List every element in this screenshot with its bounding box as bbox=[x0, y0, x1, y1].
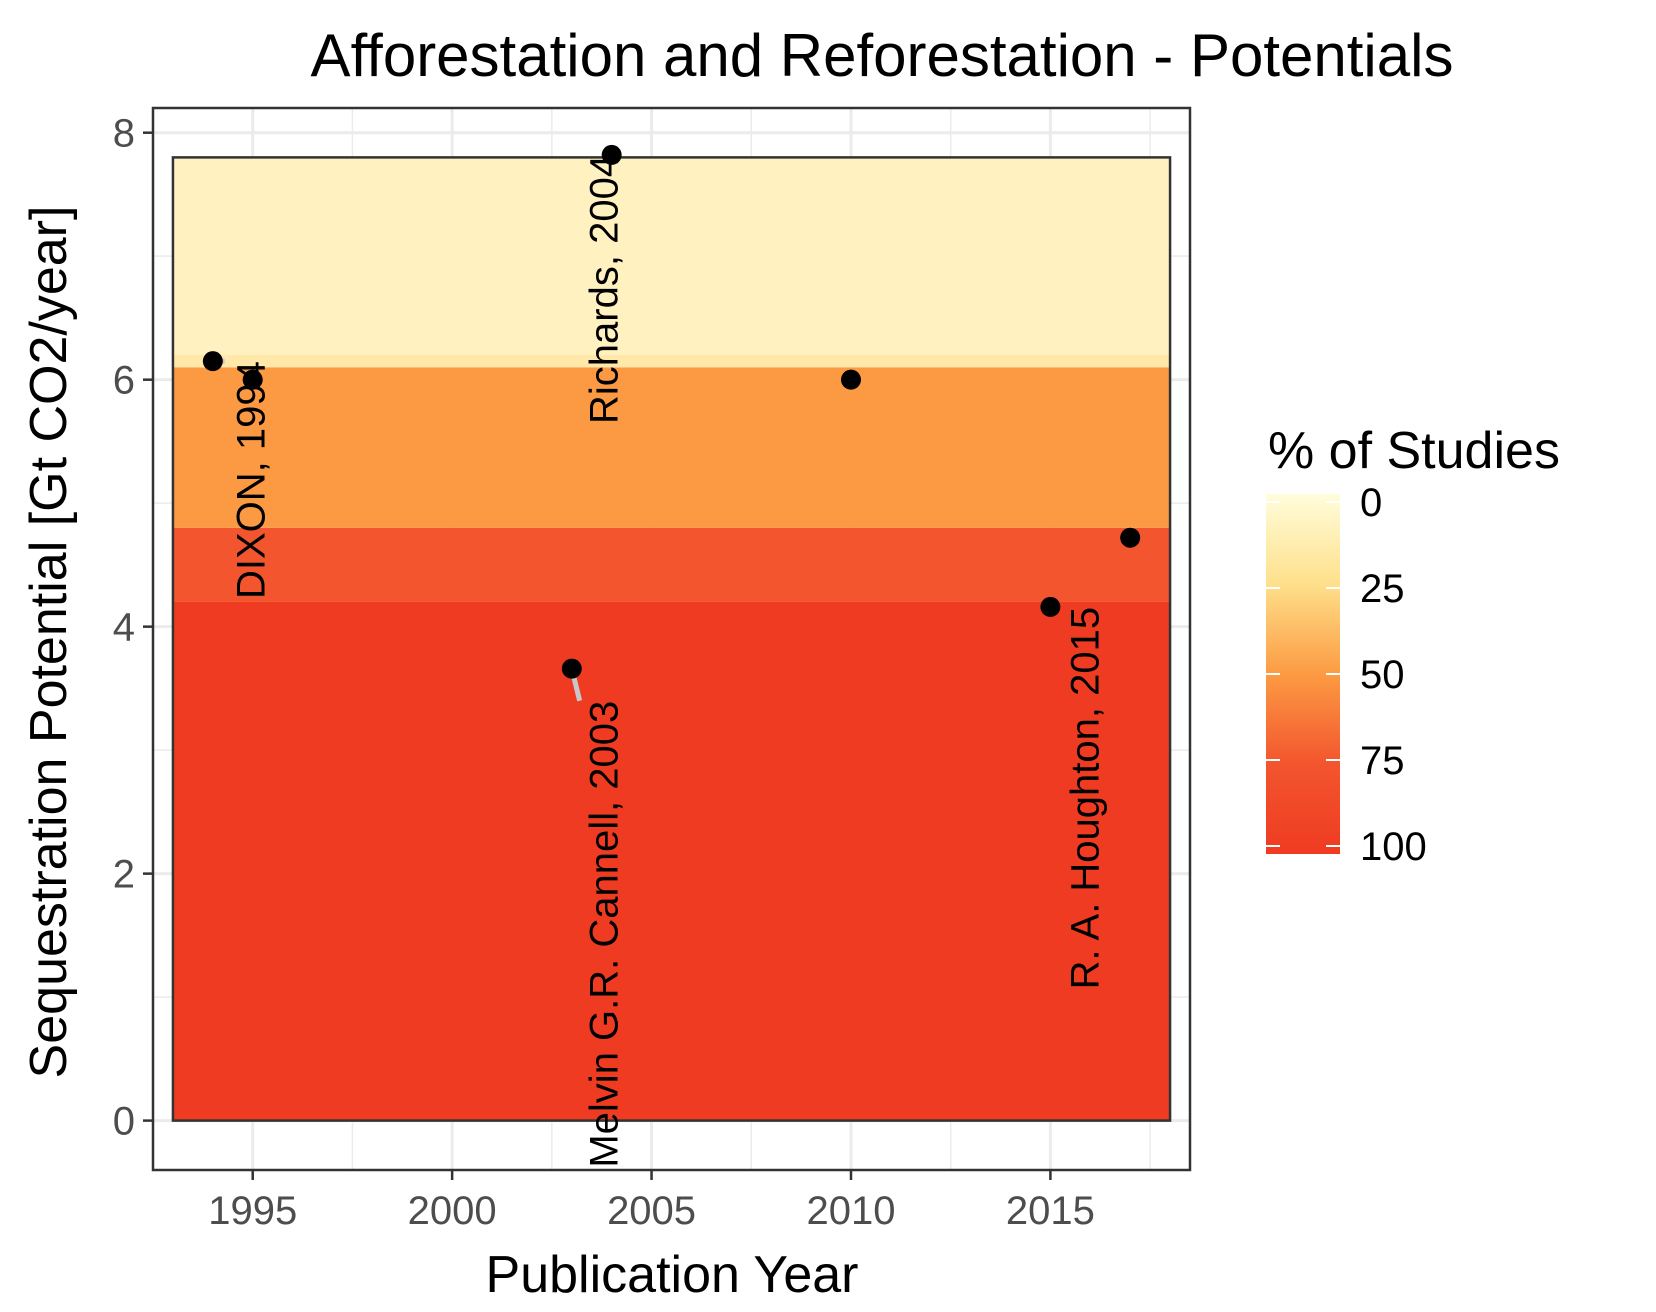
y-axis-title: Sequestration Potential [Gt CO2/year] bbox=[20, 206, 78, 1079]
data-point bbox=[242, 369, 263, 390]
data-point bbox=[1120, 527, 1141, 548]
band-outline bbox=[171, 156, 1172, 1122]
y-axis: 0 2 4 6 8 bbox=[113, 112, 153, 1144]
data-point bbox=[1040, 596, 1061, 617]
legend-label: 50 bbox=[1360, 653, 1405, 697]
y-tick-label: 0 bbox=[113, 1100, 135, 1144]
y-tick-label: 6 bbox=[113, 359, 135, 403]
x-tick-label: 2000 bbox=[408, 1189, 497, 1233]
data-point-group bbox=[601, 144, 622, 165]
data-point-group bbox=[1040, 596, 1061, 617]
y-tick-label: 8 bbox=[113, 112, 135, 156]
plot-panel: DIXON, 1994 Melvin G.R. Cannell, 2003 Rich… bbox=[151, 106, 1192, 1172]
percent-band bbox=[172, 354, 1171, 368]
x-tick-label: 2010 bbox=[806, 1189, 895, 1233]
x-tick-label: 2005 bbox=[607, 1189, 696, 1233]
x-tick-label: 1995 bbox=[208, 1189, 297, 1233]
x-axis: 1995 2000 2005 2010 2015 bbox=[208, 1170, 1095, 1233]
point-label: DIXON, 1994 bbox=[230, 361, 274, 599]
point-label: Melvin G.R. Cannell, 2003 bbox=[583, 701, 627, 1168]
data-point-group bbox=[202, 351, 225, 372]
x-axis-title: Publication Year bbox=[486, 1246, 859, 1304]
data-point bbox=[202, 351, 223, 372]
data-point-group bbox=[1120, 527, 1141, 548]
data-point-group bbox=[242, 369, 263, 390]
percent-band bbox=[172, 157, 1171, 355]
point-label: Richards, 2004 bbox=[583, 155, 627, 424]
data-point-group bbox=[561, 658, 583, 702]
legend-label: 75 bbox=[1360, 739, 1405, 783]
panel-border bbox=[151, 106, 1192, 1172]
data-point-group bbox=[840, 369, 861, 390]
y-tick-label: 4 bbox=[113, 606, 135, 650]
legend-title: % of Studies bbox=[1268, 422, 1560, 480]
legend: % of Studies 0 25 50 75 100 bbox=[1266, 422, 1560, 869]
percent-band bbox=[172, 527, 1171, 602]
point-label: R. A. Houghton, 2015 bbox=[1063, 607, 1107, 990]
legend-label: 100 bbox=[1360, 825, 1427, 869]
x-tick-label: 2015 bbox=[1006, 1189, 1095, 1233]
data-point bbox=[601, 144, 622, 165]
percent-band bbox=[172, 367, 1171, 528]
percent-band bbox=[172, 601, 1171, 1121]
legend-label: 0 bbox=[1360, 481, 1382, 525]
data-point bbox=[561, 658, 582, 679]
chart-title: Afforestation and Reforestation - Potent… bbox=[311, 22, 1454, 89]
data-point bbox=[840, 369, 861, 390]
legend-label: 25 bbox=[1360, 567, 1405, 611]
y-tick-label: 2 bbox=[113, 853, 135, 897]
